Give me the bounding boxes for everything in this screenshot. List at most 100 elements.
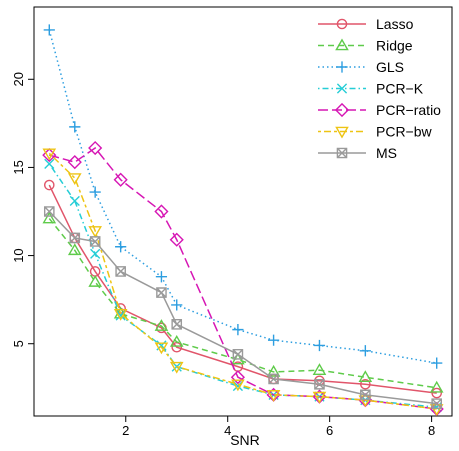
data-point (230, 370, 245, 385)
legend-marker (335, 126, 349, 139)
data-point (169, 232, 184, 247)
data-point (231, 379, 245, 392)
legend-label: MS (376, 145, 397, 161)
data-point (88, 140, 103, 156)
data-point (358, 370, 373, 383)
legend-marker (336, 147, 348, 159)
data-point (67, 243, 82, 256)
data-point (43, 206, 55, 217)
series-line (48, 163, 437, 408)
data-point (69, 195, 80, 207)
legend-label: Lasso (376, 16, 414, 32)
data-point (358, 395, 373, 408)
data-point (43, 24, 55, 36)
x-tick-label: 2 (122, 423, 129, 438)
legend-entry: PCR−K (318, 81, 424, 97)
data-point (359, 345, 371, 357)
legend-entry: MS (318, 145, 397, 161)
legend-marker (336, 18, 348, 30)
data-point (360, 389, 371, 401)
legend-label: GLS (376, 59, 404, 75)
legend-entry: GLS (318, 59, 404, 75)
data-point (169, 361, 184, 374)
series-line (48, 152, 437, 410)
series-line (48, 218, 437, 389)
series-line (48, 210, 437, 405)
data-point (88, 275, 102, 287)
legend-marker (336, 83, 348, 94)
data-point (154, 342, 169, 355)
series-3 (43, 24, 443, 369)
data-point (67, 155, 82, 170)
data-point (44, 158, 55, 169)
x-axis-title: SNR (230, 432, 260, 448)
data-point (232, 348, 244, 360)
data-point (115, 310, 126, 321)
y-tick-label: 10 (11, 248, 26, 262)
data-point (154, 204, 169, 219)
data-point (431, 357, 443, 369)
legend-entry: Lasso (318, 16, 414, 32)
data-point (154, 319, 169, 331)
data-point (89, 236, 101, 247)
data-point (268, 373, 279, 385)
data-point (88, 226, 102, 238)
legend-label: PCR−bw (376, 124, 433, 140)
data-point (67, 173, 82, 186)
plot-frame (33, 6, 453, 417)
data-point (429, 380, 444, 393)
x-tick-label: 6 (326, 423, 333, 438)
axes: 2 4 6 8 5 10 15 20 (11, 72, 435, 438)
y-tick-label: 5 (11, 340, 26, 347)
data-point (90, 248, 101, 259)
series-7 (43, 206, 443, 409)
legend-marker (336, 61, 348, 73)
data-point (266, 390, 281, 402)
data-point (113, 172, 128, 187)
data-point (171, 299, 183, 311)
legend-entry: Ridge (318, 38, 413, 54)
data-point (360, 378, 371, 390)
legend: Lasso Ridge GLS PCR−K PCR−ratio PCR−bw MS (318, 16, 441, 161)
series-line (48, 184, 437, 394)
data-point (313, 339, 326, 352)
legend-marker (334, 102, 350, 118)
data-point (431, 398, 443, 409)
data-point (115, 266, 126, 277)
series-1 (43, 179, 443, 399)
data-point (113, 308, 128, 321)
data-point (431, 387, 443, 399)
series-2 (42, 211, 444, 393)
data-point (429, 404, 444, 416)
x-tick-label: 4 (224, 423, 231, 438)
data-point (232, 324, 244, 336)
legend-label: PCR−K (376, 81, 424, 97)
x-tick-label: 8 (428, 423, 435, 438)
data-point (312, 391, 327, 404)
legend-marker (335, 38, 349, 51)
data-point (89, 186, 101, 198)
data-point (267, 334, 280, 346)
legend-label: PCR−ratio (376, 102, 441, 118)
data-point (155, 271, 168, 283)
series-5 (42, 140, 444, 417)
y-tick-label: 15 (11, 160, 26, 174)
data-point (69, 121, 81, 133)
legend-entry: PCR−bw (318, 124, 433, 140)
series-line (49, 147, 437, 410)
data-point (115, 241, 127, 253)
legend-label: Ridge (376, 38, 413, 54)
y-tick-label: 20 (11, 72, 26, 86)
data-point (156, 340, 167, 351)
series-group (42, 24, 444, 417)
data-point (266, 364, 281, 377)
data-point (156, 287, 167, 298)
data-point (43, 179, 55, 191)
data-point (171, 319, 183, 330)
data-point (169, 334, 184, 347)
legend-entry: PCR−ratio (318, 102, 441, 118)
data-point (42, 211, 57, 224)
data-point (312, 363, 327, 375)
data-point (42, 148, 57, 161)
